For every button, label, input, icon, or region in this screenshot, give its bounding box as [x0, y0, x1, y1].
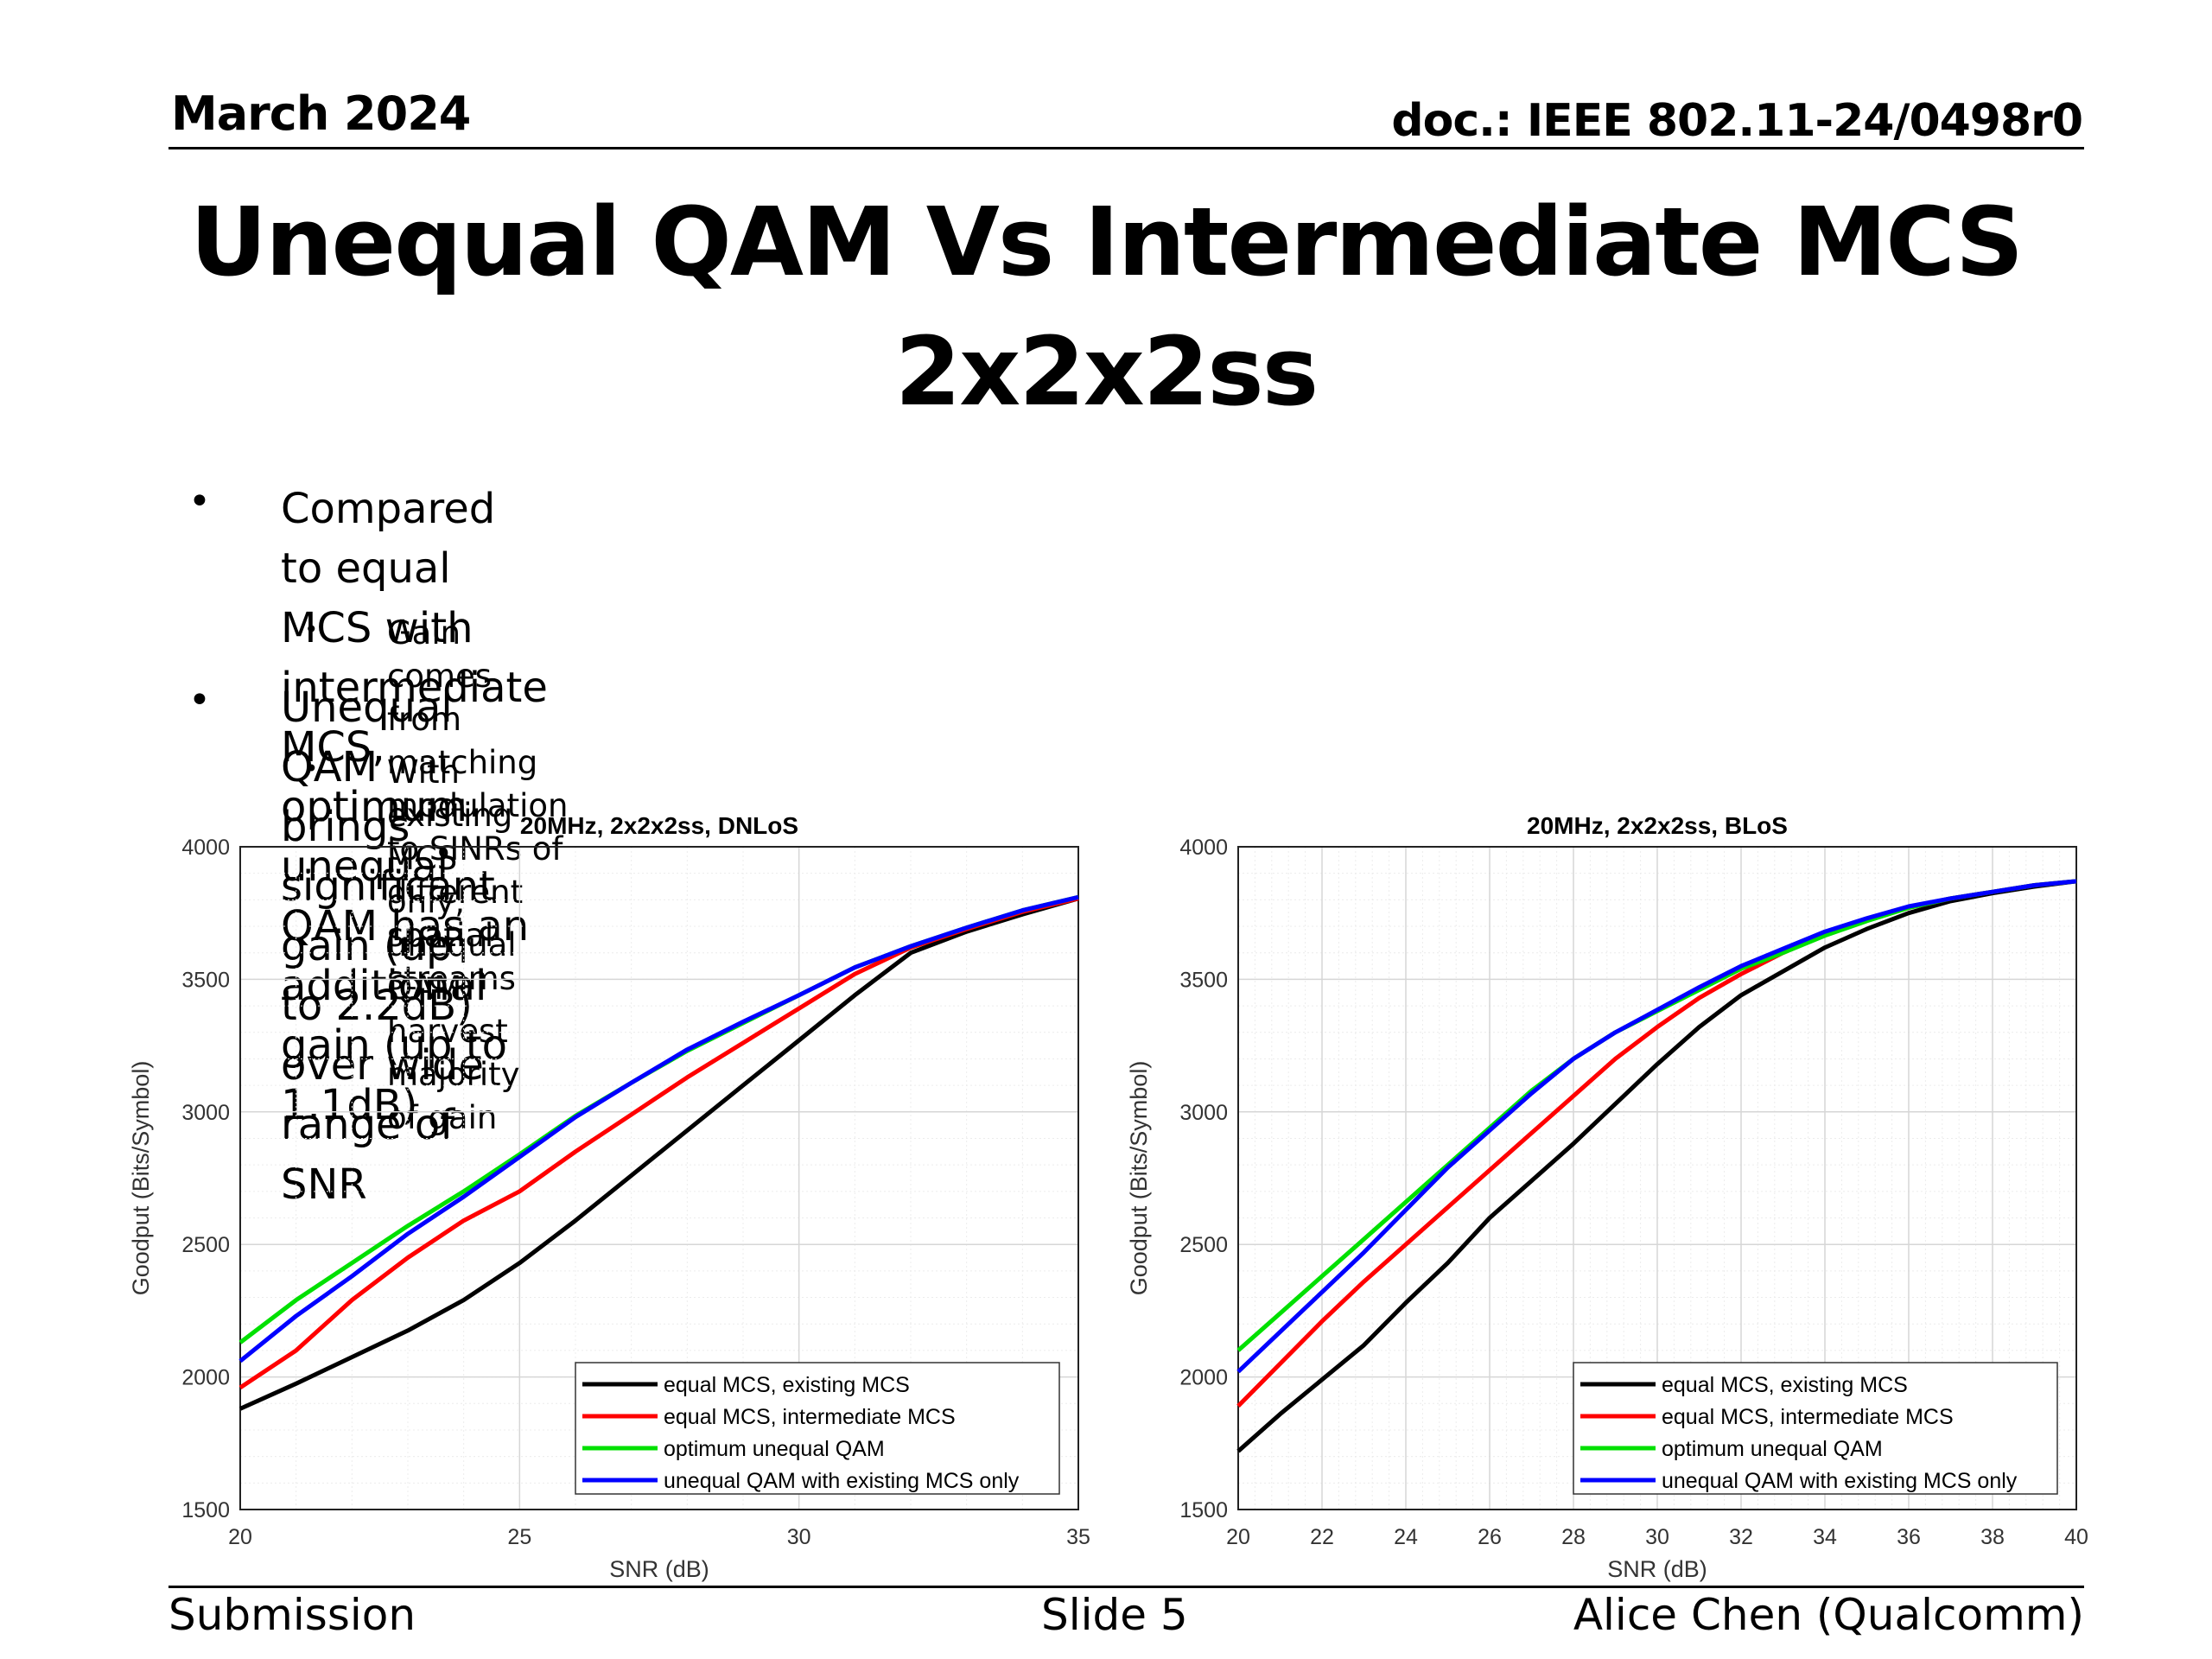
- footer-author: Alice Chen (Qualcomm): [1573, 1590, 2084, 1640]
- bullet-marker: •: [188, 480, 211, 524]
- x-tick-label: 20: [1226, 1525, 1250, 1549]
- x-tick-label: 30: [1645, 1525, 1669, 1549]
- footer-submission: Submission: [168, 1590, 416, 1640]
- bullet-2-text: Unequal QAM brings significant gain (up …: [281, 683, 495, 1209]
- y-tick-label: 1500: [181, 1498, 230, 1522]
- x-tick-label: 35: [1066, 1525, 1090, 1549]
- x-tick-label: 34: [1813, 1525, 1837, 1549]
- legend: equal MCS, existing MCS equal MCS, interm…: [575, 1362, 1060, 1495]
- x-axis-label: SNR (dB): [609, 1556, 709, 1582]
- footer-rule: [168, 1586, 2084, 1588]
- y-tick-label: 4000: [181, 836, 230, 860]
- x-tick-label: 36: [1897, 1525, 1921, 1549]
- bullet-1-line-1: Compared to equal MCS with intermediate …: [281, 485, 548, 950]
- x-tick-label: 32: [1729, 1525, 1753, 1549]
- bullet-2-sub-text: With existing MCS only, unequal QAM harv…: [387, 753, 520, 1136]
- plot-area-frame: [1237, 846, 2077, 1510]
- slide-title: Unequal QAM Vs Intermediate MCS 2x2x2ss: [0, 177, 2212, 436]
- y-tick-label: 3500: [1179, 968, 1228, 992]
- legend-label: equal MCS, intermediate MCS: [1662, 1405, 1954, 1429]
- series-line-3: [238, 894, 1079, 1344]
- chart-dnlos: 20 25 30 35 1500 2000 2500 3000 3500 4000 20MHz, 2…: [128, 812, 1090, 1582]
- x-axis-label: SNR (dB): [1607, 1556, 1707, 1582]
- y-tick-label: 2500: [1179, 1233, 1228, 1257]
- legend-label: optimum unequal QAM: [664, 1437, 885, 1461]
- y-tick-label: 2000: [181, 1366, 230, 1390]
- slide-title-line-1: Unequal QAM Vs Intermediate MCS: [189, 187, 2024, 297]
- y-tick-label: 1500: [1179, 1498, 1228, 1522]
- bullet-1-sub-text: Gain comes from matching modulation to S…: [387, 614, 569, 997]
- x-tick-label: 28: [1561, 1525, 1586, 1549]
- x-tick-label: 20: [228, 1525, 252, 1549]
- header-rule: [168, 147, 2084, 149]
- chart-blos: 20 22 24 26 28 30 32 34 36 38 40 1500 2000 2500 3000 35…: [1126, 812, 2088, 1582]
- x-tick-label: 40: [2064, 1525, 2088, 1549]
- legend-label: optimum unequal QAM: [1662, 1437, 1883, 1461]
- slide-title-line-2: 2x2x2ss: [894, 316, 1319, 427]
- x-tick-label: 26: [1478, 1525, 1502, 1549]
- y-tick-label: 2000: [1179, 1366, 1228, 1390]
- series-line-2: [238, 896, 1079, 1389]
- header-doc-id: doc.: IEEE 802.11-24/0498r0: [1391, 95, 2083, 147]
- legend-label: unequal QAM with existing MCS only: [1662, 1469, 2018, 1493]
- y-tick-label: 2500: [181, 1233, 230, 1257]
- x-tick-label: 38: [1980, 1525, 2005, 1549]
- legend-label: equal MCS, existing MCS: [1662, 1373, 1908, 1397]
- x-tick-label: 24: [1394, 1525, 1418, 1549]
- bullet-marker: •: [188, 678, 211, 722]
- header-date: March 2024: [171, 86, 471, 141]
- series-line-4: [1236, 879, 2077, 1374]
- series-line-4: [238, 894, 1079, 1363]
- series-line-1: [238, 896, 1079, 1411]
- sub-bullet-marker: •: [304, 615, 319, 644]
- y-tick-label: 3000: [1179, 1101, 1228, 1125]
- footer-slide-number: Slide 5: [1041, 1590, 1188, 1640]
- series-line-1: [1236, 879, 2077, 1453]
- plot-area-frame: [239, 846, 1079, 1510]
- sub-bullet-marker: •: [304, 754, 319, 783]
- x-tick-label: 25: [507, 1525, 531, 1549]
- legend: equal MCS, existing MCS equal MCS, interm…: [1573, 1362, 2058, 1495]
- chart-title: 20MHz, 2x2x2ss, DNLoS: [520, 812, 798, 839]
- y-tick-label: 3000: [181, 1101, 230, 1125]
- legend-label: unequal QAM with existing MCS only: [664, 1469, 1020, 1493]
- chart-title: 20MHz, 2x2x2ss, BLoS: [1527, 812, 1788, 839]
- legend-label: equal MCS, existing MCS: [664, 1373, 910, 1397]
- x-tick-label: 22: [1310, 1525, 1334, 1549]
- legend-label: equal MCS, intermediate MCS: [664, 1405, 956, 1429]
- y-axis-label: Goodput (Bits/Symbol): [128, 1061, 154, 1296]
- y-axis-label: Goodput (Bits/Symbol): [1126, 1061, 1152, 1296]
- bullet-1-text: Compared to equal MCS with intermediate …: [281, 480, 548, 1135]
- bullet-1-line-2: additional gain (up to 1.1dB): [281, 962, 507, 1129]
- y-tick-label: 4000: [1179, 836, 1228, 860]
- y-tick-label: 3500: [181, 968, 230, 992]
- x-tick-label: 30: [787, 1525, 811, 1549]
